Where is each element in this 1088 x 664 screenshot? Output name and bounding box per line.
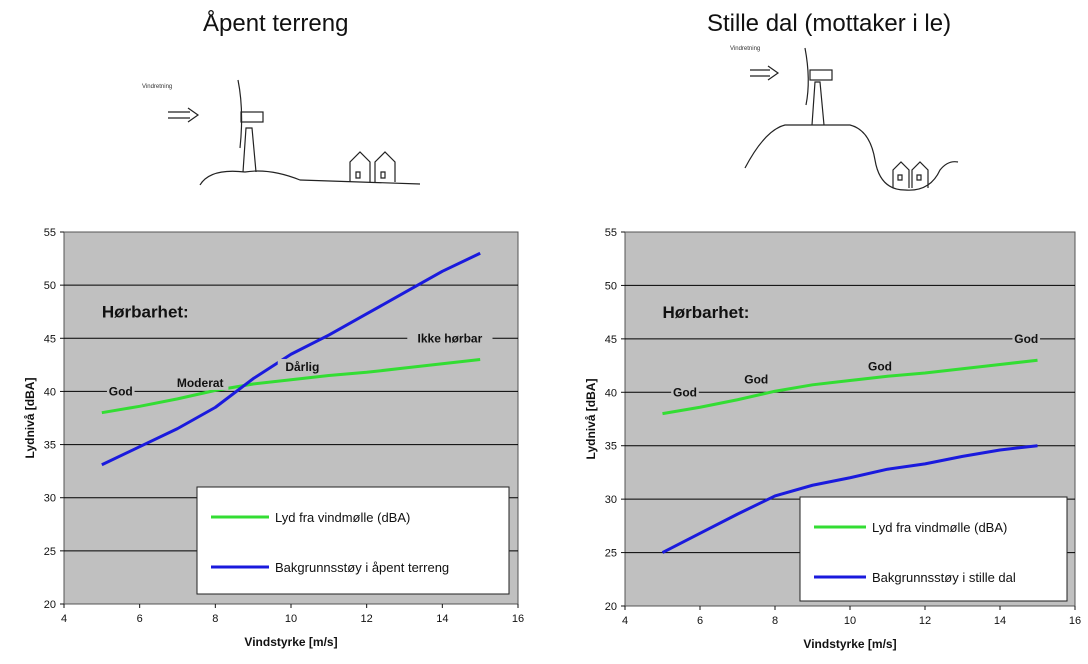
hill-right <box>744 124 959 191</box>
audibility-annotation: God <box>673 385 697 399</box>
turbine-nacelle-left <box>240 111 264 123</box>
y-tick-label: 45 <box>44 333 56 345</box>
house-right-2 <box>911 161 929 188</box>
turbine-blade-right <box>804 47 809 106</box>
sketch-open-terrain: Vindretning <box>142 79 421 186</box>
audibility-annotation: Dårlig <box>285 360 319 374</box>
x-tick-label: 6 <box>697 615 703 627</box>
house-left-1 <box>349 151 371 182</box>
annotation-backing <box>277 358 327 374</box>
x-tick-label: 8 <box>772 615 778 627</box>
y-tick-label: 25 <box>44 546 56 558</box>
y-tick-label: 45 <box>605 334 617 346</box>
audibility-annotation: Moderat <box>177 376 224 390</box>
turbine-tower-left <box>242 127 257 173</box>
y-tick-label: 55 <box>605 227 617 239</box>
annotation-backing <box>866 358 894 374</box>
legend-entry: Lyd fra vindmølle (dBA) <box>872 520 1007 535</box>
audibility-annotation: God <box>744 372 768 386</box>
y-tick-label: 30 <box>605 494 617 506</box>
y-tick-label: 35 <box>605 441 617 453</box>
x-tick-label: 4 <box>61 613 67 625</box>
chart-title-left: Åpent terreng <box>203 10 349 37</box>
legend-entry: Lyd fra vindmølle (dBA) <box>275 510 410 525</box>
x-tick-label: 14 <box>436 613 448 625</box>
annotation-backing <box>106 383 135 399</box>
house-right-1 <box>892 161 910 188</box>
y-tick-label: 25 <box>605 548 617 560</box>
wind-arrow-left <box>168 107 200 123</box>
y-tick-label: 20 <box>605 601 617 613</box>
turbine-nacelle-right <box>809 69 833 81</box>
x-tick-label: 4 <box>622 615 628 627</box>
legend-entry: Bakgrunnsstøy i åpent terreng <box>275 560 449 575</box>
y-tick-label: 50 <box>605 280 617 292</box>
y-axis-label: Lydnivå [dBA] <box>584 379 598 460</box>
turbine-tower-right <box>811 81 825 126</box>
audibility-annotation: God <box>1014 332 1038 346</box>
audibility-annotation: Ikke hørbar <box>418 331 483 345</box>
y-tick-label: 40 <box>44 386 56 398</box>
legend-box <box>799 496 1068 602</box>
ground-left <box>199 170 421 186</box>
chart-open-terrain: 20 25 30 35 40 45 50 55 4 6 8 10 12 14 16 Vindstyrke [m… <box>23 227 524 649</box>
x-tick-label: 10 <box>285 613 297 625</box>
annotation-backing <box>1012 330 1041 346</box>
legend-box <box>196 486 510 595</box>
annotation-backing <box>172 374 229 390</box>
audibility-heading: Hørbarhet: <box>663 303 750 322</box>
y-tick-label: 40 <box>605 387 617 399</box>
x-tick-label: 14 <box>994 615 1006 627</box>
wind-direction-label-right: Vindretning <box>730 46 760 52</box>
x-tick-label: 16 <box>512 613 524 625</box>
annotation-backing <box>671 384 699 400</box>
chart-title-right: Stille dal (mottaker i le) <box>707 10 952 37</box>
x-axis-label: Vindstyrke [m/s] <box>803 637 896 651</box>
x-tick-label: 16 <box>1069 615 1081 627</box>
y-tick-label: 55 <box>44 227 56 239</box>
audibility-annotation: God <box>868 360 892 374</box>
x-tick-label: 12 <box>919 615 931 627</box>
x-tick-label: 8 <box>212 613 218 625</box>
house-left-2 <box>374 151 396 182</box>
y-axis-label: Lydnivå [dBA] <box>23 378 37 459</box>
chart-quiet-valley: 20 25 30 35 40 45 50 55 4 6 8 10 12 14 16 Vindstyrke [m… <box>584 227 1081 651</box>
annotation-backing <box>407 330 493 346</box>
y-tick-label: 30 <box>44 493 56 505</box>
annotation-backing <box>742 371 771 387</box>
x-axis-label: Vindstyrke [m/s] <box>244 635 337 649</box>
y-tick-label: 20 <box>44 599 56 611</box>
x-tick-label: 12 <box>361 613 373 625</box>
audibility-heading: Hørbarhet: <box>102 303 189 322</box>
sketch-quiet-valley: Vindretning <box>730 46 959 191</box>
y-tick-label: 35 <box>44 440 56 452</box>
wind-direction-label-left: Vindretning <box>142 84 172 90</box>
y-tick-label: 50 <box>44 280 56 292</box>
turbine-blade-left <box>237 79 243 149</box>
wind-arrow-right <box>750 65 780 81</box>
legend-entry: Bakgrunnsstøy i stille dal <box>872 570 1016 585</box>
x-tick-label: 6 <box>137 613 143 625</box>
x-tick-label: 10 <box>844 615 856 627</box>
audibility-annotation: God <box>109 384 133 398</box>
